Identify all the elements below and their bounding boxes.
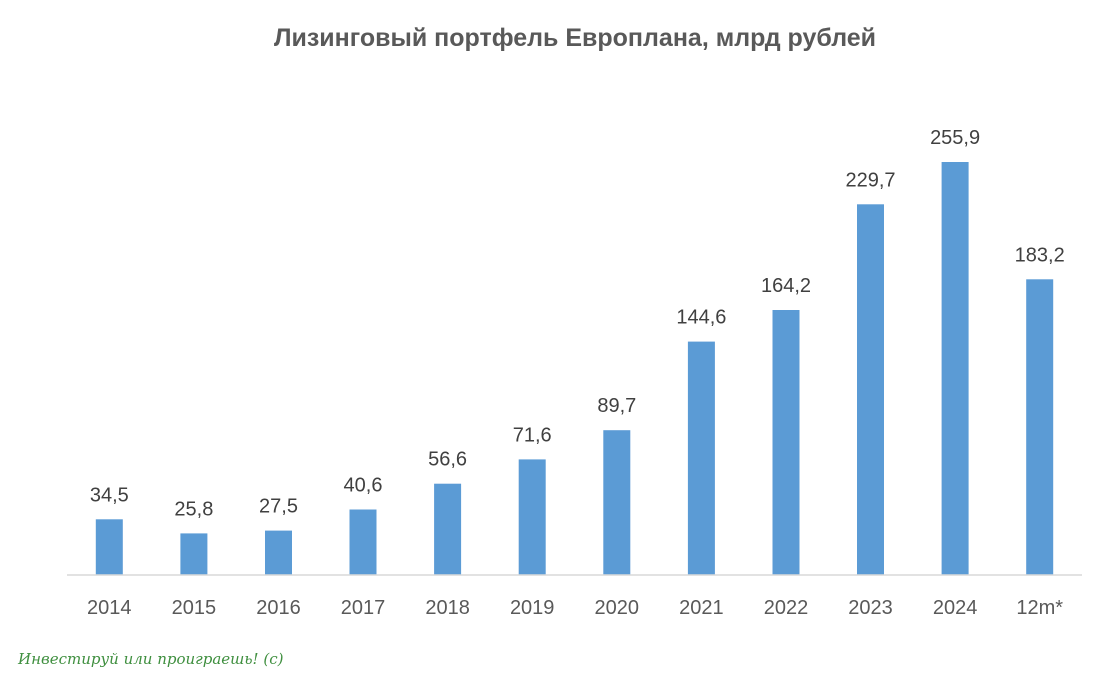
bar-2023 — [857, 204, 884, 576]
data-label-2018: 56,6 — [428, 449, 467, 471]
x-tick-label-2021: 2021 — [679, 597, 724, 619]
data-label-12m*: 183,2 — [1015, 244, 1065, 266]
bar-2018 — [434, 483, 462, 575]
x-tick-label-2014: 2014 — [87, 597, 132, 619]
data-label-2022: 164,2 — [761, 275, 811, 297]
x-tick-labels-group: 2014 2015 2016 2017 2018 2019 2020 2021 2022 2023… — [87, 597, 1063, 619]
data-label-2024: 255,9 — [930, 127, 980, 149]
bar-2020 — [603, 430, 631, 575]
chart-title: Лизинговый портфель Европлана, млрд рубл… — [274, 24, 876, 52]
x-tick-label-2022: 2022 — [764, 597, 809, 619]
x-tick-label-2015: 2015 — [172, 597, 217, 619]
bar-12m* — [1026, 279, 1054, 575]
data-label-2014: 34,5 — [90, 484, 129, 506]
data-label-2020: 89,7 — [597, 395, 636, 417]
x-tick-label-12m*: 12m* — [1016, 597, 1063, 619]
bar-2015 — [180, 533, 208, 575]
bar-2022 — [772, 310, 800, 575]
data-label-2017: 40,6 — [344, 475, 383, 497]
x-tick-label-2023: 2023 — [848, 597, 893, 619]
x-tick-label-2018: 2018 — [425, 597, 470, 619]
bars-group — [95, 162, 1054, 576]
bar-2016 — [265, 530, 292, 575]
bar-2024 — [941, 162, 969, 575]
data-label-2016: 27,5 — [259, 496, 298, 518]
bar-2017 — [349, 509, 377, 575]
bar-2021 — [687, 341, 715, 575]
data-labels-group: 34,5 25,8 27,5 40,6 56,6 71,6 89,7 144,6 164,2 22… — [90, 127, 1065, 520]
bar-2014 — [95, 519, 123, 575]
x-tick-label-2017: 2017 — [341, 597, 386, 619]
bar-2019 — [518, 459, 546, 575]
x-tick-label-2024: 2024 — [933, 597, 978, 619]
watermark-signature: Инвестируй или проиграешь! (с) — [17, 650, 284, 668]
x-tick-label-2019: 2019 — [510, 597, 555, 619]
data-label-2019: 71,6 — [513, 424, 552, 446]
x-tick-label-2020: 2020 — [595, 597, 640, 619]
data-label-2015: 25,8 — [174, 498, 213, 520]
data-label-2023: 229,7 — [845, 169, 895, 191]
x-tick-label-2016: 2016 — [256, 597, 301, 619]
data-label-2021: 144,6 — [676, 307, 726, 329]
